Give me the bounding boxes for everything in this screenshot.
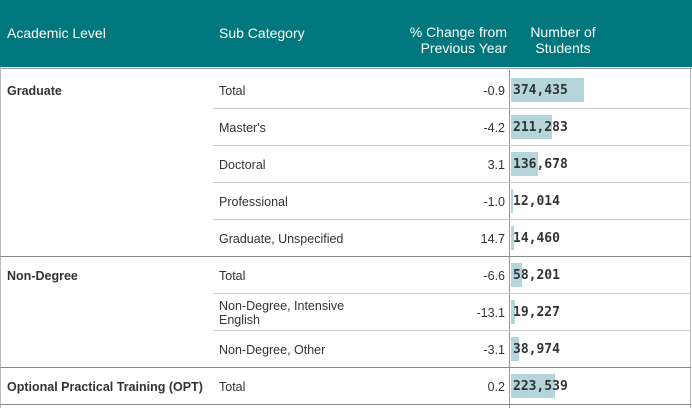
group-label: Optional Practical Training (OPT)	[7, 379, 203, 394]
column-divider	[509, 70, 510, 408]
header-cell: % Change from Previous Year	[409, 24, 507, 56]
row-rule	[213, 108, 691, 109]
student-bar	[511, 189, 514, 213]
student-count: 14,460	[513, 230, 560, 246]
border	[0, 67, 1, 408]
sub-category: Total	[219, 268, 246, 283]
student-count: 211,283	[513, 119, 568, 135]
sub-category: Master's	[219, 120, 266, 135]
row-rule	[0, 404, 691, 405]
student-bar	[511, 226, 514, 250]
row-rule	[213, 145, 691, 146]
percent-change: -0.9	[483, 83, 505, 98]
sub-category: Professional	[219, 194, 288, 209]
student-bar	[511, 115, 553, 139]
border	[690, 67, 691, 408]
row-rule	[0, 256, 691, 257]
row-rule	[213, 293, 691, 294]
student-count: 223,539	[513, 378, 568, 394]
student-count: 374,435	[513, 82, 568, 98]
header-cell: Number of Students	[530, 24, 596, 56]
sub-category: Non-Degree, Intensive English	[219, 298, 345, 327]
percent-change: -3.1	[483, 342, 505, 357]
student-count: 58,201	[513, 267, 560, 283]
percent-change: 14.7	[480, 231, 505, 246]
row-rule	[213, 219, 691, 220]
sub-category: Graduate, Unspecified	[219, 231, 344, 246]
student-bar	[511, 78, 584, 102]
student-count: 38,974	[513, 341, 560, 357]
percent-change: -13.1	[476, 305, 506, 320]
student-count: 19,227	[513, 304, 560, 320]
percent-change: -1.0	[483, 194, 505, 209]
header-bar	[0, 0, 692, 67]
row-rule	[0, 367, 691, 368]
student-bar	[511, 263, 523, 287]
student-bar	[511, 300, 515, 324]
sub-category: Total	[219, 379, 246, 394]
rule	[0, 68, 692, 69]
student-bar	[511, 374, 555, 398]
group-label: Graduate	[7, 83, 62, 98]
row-rule	[213, 330, 691, 331]
student-bar	[511, 337, 519, 361]
sub-category: Doctoral	[219, 157, 266, 172]
group-label: Non-Degree	[7, 268, 78, 283]
header-cell: Sub Category	[219, 25, 305, 41]
student-count: 12,014	[513, 193, 560, 209]
sub-category: Non-Degree, Other	[219, 342, 326, 357]
percent-change: -4.2	[483, 120, 505, 135]
student-count: 136,678	[513, 156, 568, 172]
student-bar	[511, 152, 538, 176]
percent-change: -6.6	[483, 268, 505, 283]
percent-change: 0.2	[487, 379, 505, 394]
percent-change: 3.1	[487, 157, 505, 172]
row-rule	[213, 182, 691, 183]
header-cell: Academic Level	[7, 25, 106, 41]
sub-category: Total	[219, 83, 246, 98]
